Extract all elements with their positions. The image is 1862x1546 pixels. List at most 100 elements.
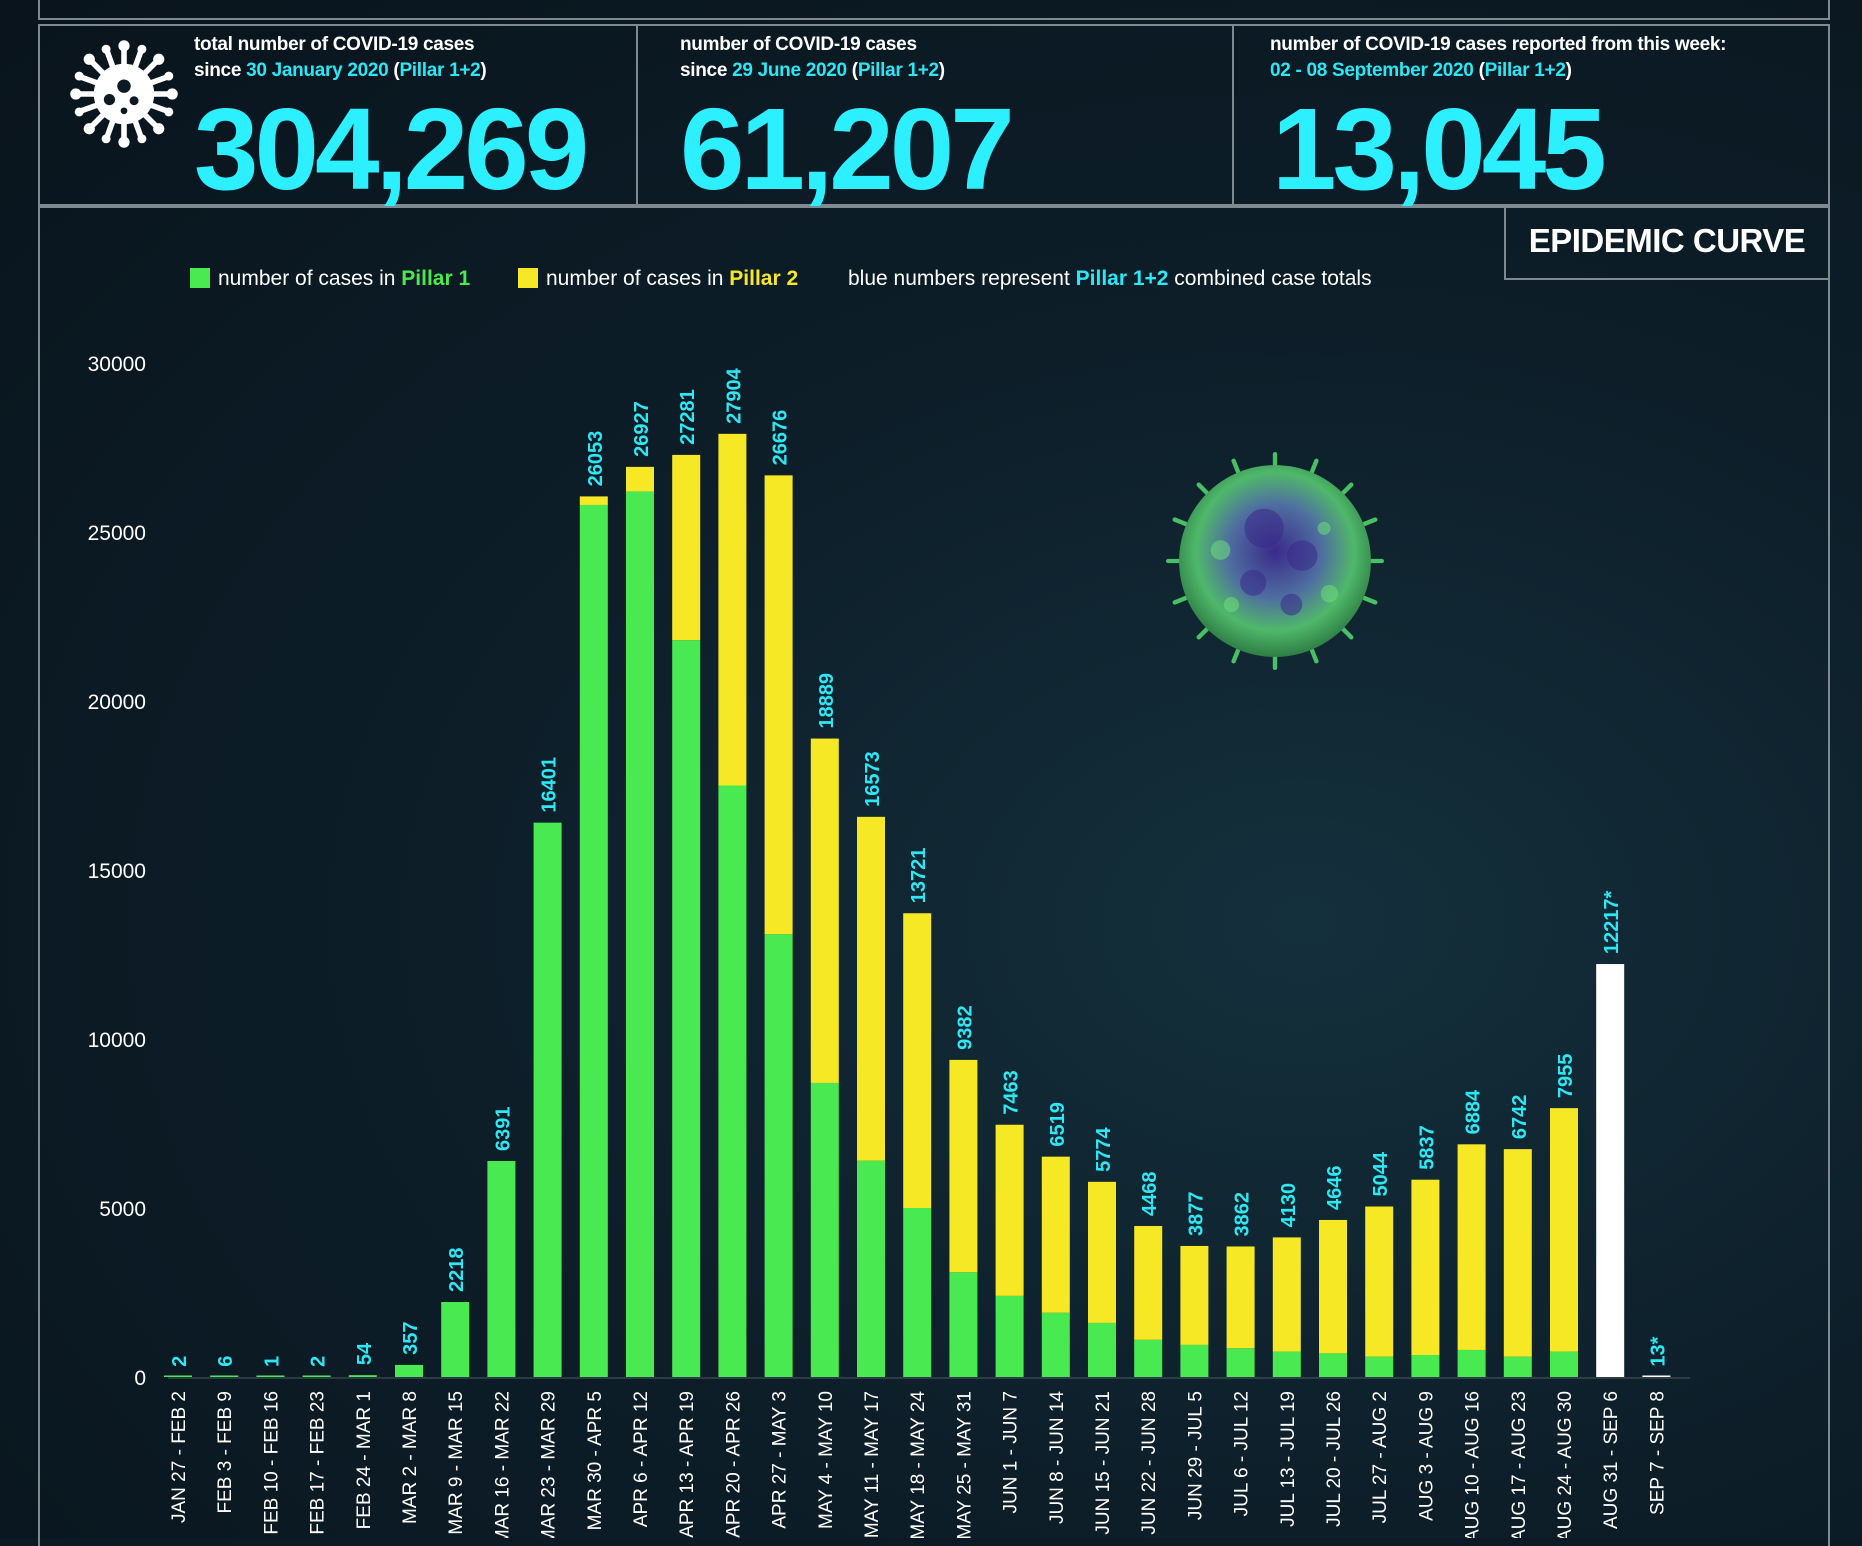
bar-pillar2 xyxy=(1226,1246,1255,1349)
bar-pillar1 xyxy=(764,934,793,1377)
bar-pillar1 xyxy=(1411,1355,1440,1377)
bar-total-label: 4646 xyxy=(1324,1165,1346,1210)
bar-pillar2 xyxy=(764,475,793,935)
x-tick-label: JUL 27 - AUG 2 xyxy=(1370,1391,1391,1523)
stat-1-caption-line1: total number of COVID-19 cases xyxy=(194,34,475,55)
bar-pillar1 xyxy=(1457,1349,1486,1377)
y-tick-label: 10000 xyxy=(88,1029,146,1052)
bar-pillar2 xyxy=(1134,1225,1163,1340)
x-tick-label: APR 6 - APR 12 xyxy=(631,1391,652,1527)
y-tick-label: 25000 xyxy=(88,522,146,545)
bar-pillar1 xyxy=(857,1160,885,1377)
x-tick-label: FEB 3 - FEB 9 xyxy=(215,1391,236,1513)
legend: number of cases in Pillar 1 xyxy=(190,264,470,294)
bar-pillar1 xyxy=(1226,1348,1255,1377)
legend-item-pillar1: number of cases in Pillar 1 xyxy=(190,267,470,290)
bar-pillar2 xyxy=(1365,1206,1394,1357)
x-tick-label: MAR 9 - MAR 15 xyxy=(446,1391,467,1535)
y-tick-label: 0 xyxy=(134,1367,146,1390)
bar-total-label: 3862 xyxy=(1232,1192,1254,1237)
bar-total-label: 18889 xyxy=(816,673,838,729)
stat-this-week: number of COVID-19 cases reported from t… xyxy=(1232,24,1830,214)
top-right-edge xyxy=(1828,0,1830,20)
bar-total-label: 13721 xyxy=(908,848,930,904)
bar-pillar1 xyxy=(395,1364,423,1377)
y-tick-label: 15000 xyxy=(88,860,146,883)
bar-total-label: 16573 xyxy=(862,751,884,807)
x-tick-label: APR 20 - APR 26 xyxy=(723,1391,744,1538)
stat-1-value: 304,269 xyxy=(194,84,589,214)
legend-swatch-pillar2 xyxy=(518,268,538,288)
top-border xyxy=(38,18,1830,20)
bar-total-label: 16401 xyxy=(539,757,561,813)
bar-pillar1 xyxy=(533,822,562,1377)
bar-pillar2 xyxy=(1457,1144,1486,1350)
bar-total-label: 6391 xyxy=(492,1106,514,1151)
y-tick-label: 30000 xyxy=(88,353,146,376)
stat-since-june: number of COVID-19 cases since 29 June 2… xyxy=(636,24,1234,214)
x-tick-label: AUG 10 - AUG 16 xyxy=(1463,1391,1484,1538)
x-tick-label: MAR 30 - APR 5 xyxy=(585,1391,606,1530)
x-tick-label: JUN 22 - JUN 28 xyxy=(1139,1391,1160,1535)
bar-pillar1 xyxy=(1272,1351,1301,1377)
x-tick-label: JUN 1 - JUN 7 xyxy=(1001,1391,1022,1513)
y-tick-label: 20000 xyxy=(88,691,146,714)
x-tick-label: JUN 15 - JUN 21 xyxy=(1093,1391,1114,1535)
bar-pillar1 xyxy=(1319,1353,1347,1377)
stat-3-caption-line1: number of COVID-19 cases reported from t… xyxy=(1270,34,1727,55)
x-tick-label: APR 27 - MAY 3 xyxy=(770,1391,791,1529)
stat-2-value: 61,207 xyxy=(680,84,1015,214)
bar-incomplete xyxy=(1642,1375,1671,1377)
bar-pillar1 xyxy=(164,1375,192,1377)
bar-total-label: 27281 xyxy=(677,389,699,445)
x-tick-label: AUG 24 - AUG 30 xyxy=(1555,1391,1576,1538)
bar-pillar1 xyxy=(579,504,608,1378)
bar-pillar2 xyxy=(810,738,839,1083)
chart-frame xyxy=(38,206,1830,1546)
x-tick-label: MAY 18 - MAY 24 xyxy=(908,1391,929,1538)
bar-pillar1 xyxy=(718,785,747,1377)
bar-pillar1 xyxy=(1550,1351,1578,1377)
bar-pillar1 xyxy=(441,1302,470,1377)
bar-pillar1 xyxy=(348,1375,377,1377)
x-tick-label: JUN 8 - JUN 14 xyxy=(1047,1391,1068,1524)
stat-3-caption-line2: 02 - 08 September 2020 (Pillar 1+2) xyxy=(1270,60,1572,81)
bar-pillar1 xyxy=(302,1375,331,1377)
stat-2-caption-line2: since 29 June 2020 (Pillar 1+2) xyxy=(680,60,945,81)
bar-total-label: 4468 xyxy=(1139,1171,1161,1216)
x-tick-label: AUG 31 - SEP 6 xyxy=(1601,1391,1622,1529)
y-tick-label: 5000 xyxy=(99,1198,146,1221)
bar-incomplete xyxy=(1596,964,1625,1377)
bar-pillar2 xyxy=(579,496,608,505)
stat-3-value: 13,045 xyxy=(1272,84,1607,214)
bar-total-label: 2 xyxy=(308,1356,330,1367)
bar-pillar2 xyxy=(718,433,747,786)
section-tag: EPIDEMIC CURVE xyxy=(1504,206,1828,280)
bar-pillar1 xyxy=(210,1375,239,1377)
bar-total-label: 26676 xyxy=(770,410,792,466)
bar-total-label: 6 xyxy=(215,1356,237,1367)
x-tick-label: JAN 27 - FEB 2 xyxy=(169,1391,190,1523)
legend-swatch-pillar1 xyxy=(190,268,210,288)
bar-pillar1 xyxy=(1180,1344,1209,1377)
bar-total-label: 6519 xyxy=(1047,1102,1069,1147)
x-tick-label: MAY 4 - MAY 10 xyxy=(816,1391,837,1529)
bar-pillar2 xyxy=(857,816,885,1161)
x-tick-label: APR 13 - APR 19 xyxy=(677,1391,698,1538)
legend-item-pillar2: number of cases in Pillar 2 xyxy=(518,267,798,290)
bar-pillar2 xyxy=(1503,1149,1532,1357)
stat-2-caption-line1: number of COVID-19 cases xyxy=(680,34,917,55)
bar-pillar1 xyxy=(810,1082,839,1377)
bar-total-label: 12217* xyxy=(1601,890,1623,954)
x-tick-label: FEB 10 - FEB 16 xyxy=(261,1391,282,1535)
bar-total-label: 7463 xyxy=(1001,1070,1023,1115)
x-tick-label: JUL 13 - JUL 19 xyxy=(1278,1391,1299,1527)
bar-total-label: 6742 xyxy=(1509,1095,1531,1140)
bar-total-label: 4130 xyxy=(1278,1183,1300,1228)
bar-pillar2 xyxy=(903,913,932,1208)
bar-total-label: 5837 xyxy=(1416,1125,1438,1170)
legend-pillar2: number of cases in Pillar 2 xyxy=(518,264,798,294)
bar-total-label: 3877 xyxy=(1185,1191,1207,1236)
bar-pillar1 xyxy=(1134,1339,1163,1377)
